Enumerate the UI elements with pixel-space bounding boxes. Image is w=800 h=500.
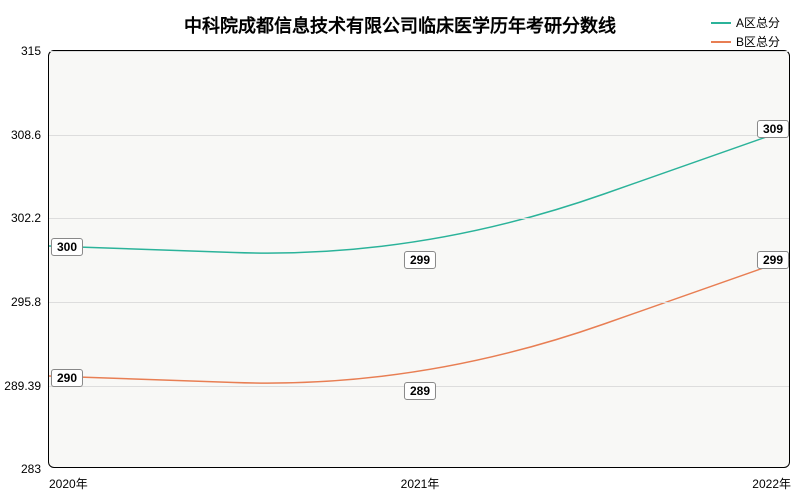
legend-label-a: A区总分 — [736, 14, 780, 31]
grid-line — [49, 51, 789, 52]
y-tick-label: 295.8 — [11, 295, 49, 309]
y-tick-label: 308.6 — [11, 128, 49, 142]
x-tick-label: 2022年 — [752, 467, 791, 492]
y-tick-label: 289.39 — [4, 379, 49, 393]
data-label: 299 — [757, 251, 789, 269]
plot-area: 283289.39295.8302.2308.63152020年2021年202… — [48, 50, 790, 468]
grid-line — [49, 218, 789, 219]
data-label: 290 — [51, 369, 83, 387]
legend-item-b: B区总分 — [711, 33, 780, 50]
legend-swatch-a — [711, 22, 731, 24]
data-label: 289 — [404, 382, 436, 400]
y-tick-label: 302.2 — [11, 211, 49, 225]
data-label: 299 — [404, 251, 436, 269]
legend-swatch-b — [711, 41, 731, 43]
grid-line — [49, 302, 789, 303]
x-tick-label: 2021年 — [401, 467, 440, 492]
chart-title: 中科院成都信息技术有限公司临床医学历年考研分数线 — [0, 12, 800, 38]
series-line — [49, 129, 789, 253]
data-label: 309 — [757, 120, 789, 138]
grid-line — [49, 135, 789, 136]
legend: A区总分 B区总分 — [711, 14, 780, 52]
legend-item-a: A区总分 — [711, 14, 780, 31]
chart-container: 中科院成都信息技术有限公司临床医学历年考研分数线 A区总分 B区总分 28328… — [0, 0, 800, 500]
x-tick-label: 2020年 — [49, 467, 88, 492]
series-line — [49, 259, 789, 383]
legend-label-b: B区总分 — [736, 33, 780, 50]
y-tick-label: 315 — [21, 44, 49, 58]
y-tick-label: 283 — [21, 462, 49, 476]
data-label: 300 — [51, 238, 83, 256]
